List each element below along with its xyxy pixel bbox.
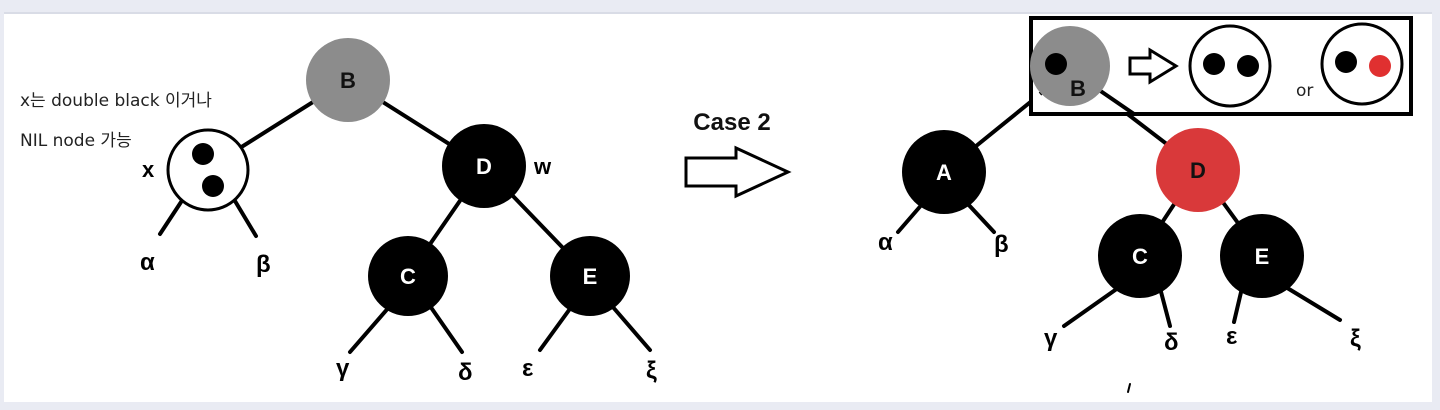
inset-arrow	[1128, 47, 1179, 85]
right-node-d-red	[1156, 128, 1240, 212]
double-black-dot	[202, 175, 224, 197]
left-node-d-label: D	[476, 154, 492, 179]
inset-black-dot	[1237, 55, 1259, 77]
edge-a-beta	[964, 200, 996, 234]
inset-or-label: or	[1296, 81, 1313, 101]
transition-arrow	[684, 145, 792, 199]
right-node-b	[1030, 26, 1110, 106]
left-subtree-delta: δ	[458, 359, 473, 386]
edge-c-gamma	[1062, 286, 1120, 328]
right-node-e	[1220, 214, 1304, 298]
edge-x-alpha	[158, 194, 187, 236]
edge-e-epsilon	[1232, 286, 1244, 324]
edge-e-epsilon	[538, 304, 574, 352]
double-black-dot	[192, 143, 214, 165]
right-node-a-label: A	[936, 160, 952, 185]
left-node-c	[368, 236, 448, 316]
stray-mark	[1127, 383, 1131, 393]
edge-c-gamma	[348, 304, 392, 354]
left-subtree-epsilon: ε	[522, 355, 533, 382]
inset-double-black-node	[1188, 24, 1272, 108]
left-node-c-label: C	[400, 264, 416, 289]
left-node-e	[550, 236, 630, 316]
inset-black-dot	[1335, 51, 1357, 73]
edge-c-delta	[1158, 286, 1172, 328]
left-node-b-label: B	[340, 68, 356, 93]
inset-red-black-node	[1320, 22, 1404, 106]
left-subtree-alpha: α	[140, 249, 155, 276]
left-node-x-double-black	[166, 128, 250, 212]
right-node-c	[1098, 214, 1182, 298]
note-line-1: x는 double black 이거나	[20, 91, 212, 111]
edge-c-delta	[428, 304, 464, 354]
right-node-d-label: D	[1190, 158, 1206, 183]
edge-a-alpha	[896, 200, 926, 234]
right-node-a	[902, 130, 986, 214]
right-node-b-black-dot	[1045, 53, 1067, 75]
x-label: x	[142, 157, 155, 182]
left-subtree-beta: β	[256, 251, 271, 278]
right-subtree-epsilon: ε	[1226, 323, 1237, 350]
inset-black-dot	[1203, 53, 1225, 75]
right-subtree-gamma: γ	[1044, 325, 1058, 352]
right-subtree-xi: ξ	[1350, 325, 1361, 352]
inset-red-dot	[1369, 55, 1391, 77]
case-label: Case 2	[693, 109, 770, 136]
left-subtree-xi: ξ	[646, 357, 657, 384]
left-node-d	[442, 124, 526, 208]
edge-e-xi	[1282, 284, 1342, 322]
right-node-c-label: C	[1132, 244, 1148, 269]
w-label: w	[533, 154, 552, 179]
left-node-e-label: E	[583, 264, 598, 289]
edge-e-xi	[610, 304, 652, 352]
note-line-2: NIL node 가능	[20, 131, 132, 151]
right-subtree-beta: β	[994, 231, 1009, 258]
edge-x-beta	[230, 194, 258, 238]
left-subtree-gamma: γ	[336, 355, 350, 382]
left-node-b	[306, 38, 390, 122]
right-node-e-label: E	[1255, 244, 1270, 269]
right-subtree-delta: δ	[1164, 329, 1179, 356]
right-node-b-label: B	[1070, 76, 1086, 101]
right-subtree-alpha: α	[878, 229, 893, 256]
